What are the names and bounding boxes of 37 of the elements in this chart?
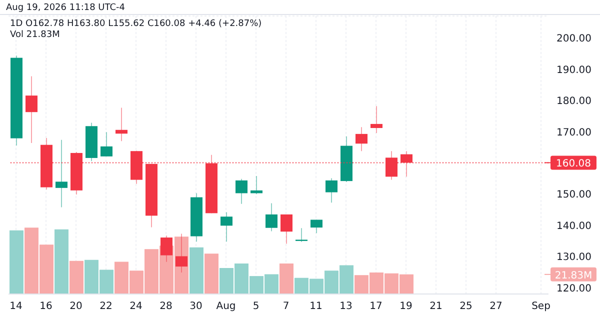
x-tick-label: 28 [160, 301, 172, 312]
x-tick-label: 30 [190, 301, 202, 312]
bar [280, 264, 294, 294]
x-tick-label: 14 [10, 301, 22, 312]
x-tick-label: Aug [216, 301, 236, 312]
x-tick-label: 5 [252, 301, 260, 312]
bar [190, 247, 204, 294]
x-tick-label: 27 [490, 301, 502, 312]
text: Vol 21.83M [10, 30, 60, 40]
x-tick-label: 22 [100, 301, 112, 312]
y-tick-label: 200.00 [556, 34, 592, 45]
y-tick-label: 170.00 [556, 127, 592, 138]
bar [204, 254, 218, 294]
x-tick-label: 16 [40, 301, 52, 312]
bar [54, 229, 68, 294]
x-tick-label: 20 [70, 301, 82, 312]
ref-line-label: 160.08 [556, 158, 591, 170]
y-tick-label: 120.00 [556, 283, 592, 294]
x-tick-label: 11 [310, 301, 322, 312]
x-tick-label: 25 [460, 301, 472, 312]
y-tick-label: 150.00 [556, 190, 592, 201]
y2-tick-label: 21.83M [554, 270, 592, 282]
y-tick-label: 190.00 [556, 64, 592, 76]
chart-title: 1D O162.78 H163.80 L155.62 C160.08 +4.46 (+2.87%) [10, 19, 262, 29]
y-tick-label: 180.00 [556, 96, 592, 108]
x-tick-label: 24 [130, 301, 142, 312]
y-tick-label: 140.00 [556, 220, 592, 232]
x-tick-label: Sep [532, 301, 550, 312]
x-tick-label: 7 [282, 301, 290, 312]
x-tick-label: 21 [430, 301, 442, 312]
x-tick-label: 19 [400, 301, 412, 312]
bar [70, 260, 84, 294]
bar [10, 230, 24, 294]
text: Aug 19, 2026 11:18 UTC-4 [6, 3, 125, 13]
x-tick-label: 13 [340, 301, 352, 312]
y-tick-label: 130.00 [556, 252, 592, 264]
x-tick-label: 17 [370, 301, 382, 312]
